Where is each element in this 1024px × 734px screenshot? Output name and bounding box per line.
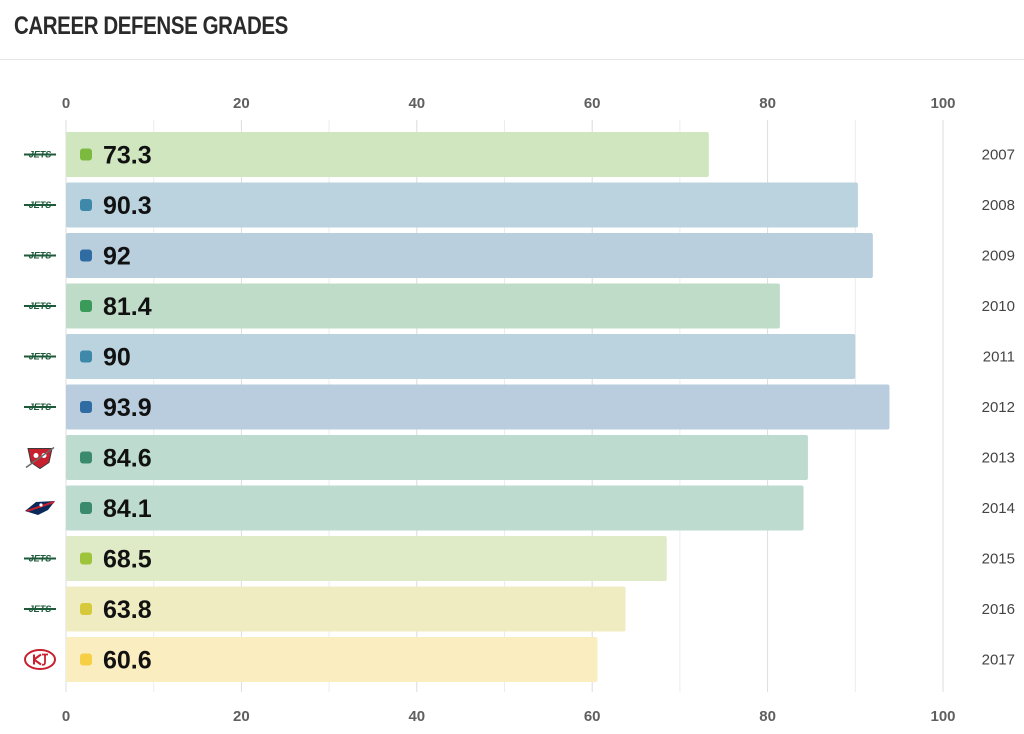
value-label-2013: 84.6 bbox=[103, 445, 152, 473]
bar-2010 bbox=[66, 283, 780, 329]
x-tick-top-0: 0 bbox=[62, 95, 70, 112]
x-tick-bottom-20: 20 bbox=[233, 708, 250, 725]
bottom-axis-ticks: 0 20 40 60 80 100 bbox=[62, 708, 956, 725]
jets-logo-icon: JETS bbox=[24, 301, 56, 311]
value-label-2014: 84.1 bbox=[103, 495, 152, 523]
jets-logo-icon: JETS bbox=[24, 200, 56, 210]
career-defense-grades-chart: 0 20 40 60 80 100 0 20 40 60 80 100 73.3 90.3 92 81.4… bbox=[24, 95, 1015, 725]
year-label-2012: 2012 bbox=[982, 399, 1015, 416]
year-label-2008: 2008 bbox=[982, 197, 1015, 214]
x-tick-bottom-40: 40 bbox=[408, 708, 425, 725]
page-title: CAREER DEFENSE GRADES bbox=[14, 12, 288, 40]
value-label-2008: 90.3 bbox=[103, 192, 152, 220]
year-label-2017: 2017 bbox=[982, 652, 1015, 669]
value-label-2015: 68.5 bbox=[103, 546, 152, 574]
bar-2014 bbox=[66, 485, 804, 531]
year-label-2010: 2010 bbox=[982, 298, 1015, 315]
x-tick-top-20: 20 bbox=[233, 95, 250, 112]
year-labels: 2007 2008 2009 2010 2011 2012 2013 2014 2015 2016… bbox=[982, 147, 1015, 669]
team-logos: JETS JETS JETS JETS JETS JETS JETS JETS bbox=[24, 150, 56, 670]
value-label-2010: 81.4 bbox=[103, 293, 152, 321]
bar-2008 bbox=[66, 182, 858, 228]
svg-text:JETS: JETS bbox=[29, 150, 52, 160]
bar-marker-2014 bbox=[80, 502, 92, 514]
jets-logo-icon: JETS bbox=[24, 251, 56, 261]
bar-marker-2008 bbox=[80, 199, 92, 211]
bar-2016 bbox=[66, 586, 626, 632]
value-label-2007: 73.3 bbox=[103, 142, 152, 170]
jets-logo-icon: JETS bbox=[24, 554, 56, 564]
year-label-2009: 2009 bbox=[982, 248, 1015, 265]
value-label-2016: 63.8 bbox=[103, 596, 152, 624]
value-label-2011: 90 bbox=[103, 344, 131, 372]
bar-2007 bbox=[66, 132, 709, 177]
svg-text:JETS: JETS bbox=[29, 352, 52, 362]
bar-2009 bbox=[66, 233, 873, 278]
bar-marker-2017 bbox=[80, 653, 92, 666]
jets-logo-icon: JETS bbox=[24, 150, 56, 160]
x-tick-top-40: 40 bbox=[408, 95, 425, 112]
value-label-2009: 92 bbox=[103, 243, 131, 271]
bar-marker-2010 bbox=[80, 300, 92, 312]
bar-marker-2013 bbox=[80, 451, 92, 464]
bar-marker-2015 bbox=[80, 552, 92, 565]
top-axis-ticks: 0 20 40 60 80 100 bbox=[62, 95, 956, 112]
year-label-2016: 2016 bbox=[982, 601, 1015, 618]
year-label-2007: 2007 bbox=[982, 147, 1015, 164]
x-tick-bottom-0: 0 bbox=[62, 708, 70, 725]
x-tick-bottom-100: 100 bbox=[930, 708, 955, 725]
bar-2017 bbox=[66, 637, 598, 682]
value-label-2012: 93.9 bbox=[103, 394, 152, 422]
bar-marker-2012 bbox=[80, 401, 92, 413]
value-label-2017: 60.6 bbox=[103, 647, 152, 675]
svg-text:JETS: JETS bbox=[29, 251, 52, 261]
x-tick-top-80: 80 bbox=[759, 95, 776, 112]
bar-2012 bbox=[66, 384, 890, 430]
jets-logo-icon: JETS bbox=[24, 604, 56, 614]
jets-logo-icon: JETS bbox=[24, 352, 56, 362]
jets-logo-icon: JETS bbox=[24, 402, 56, 412]
svg-text:JETS: JETS bbox=[29, 402, 52, 412]
svg-text:JETS: JETS bbox=[29, 554, 52, 564]
svg-text:JETS: JETS bbox=[29, 200, 52, 210]
svg-text:JETS: JETS bbox=[29, 604, 52, 614]
bar-marker-2011 bbox=[80, 350, 92, 363]
bar-2013 bbox=[66, 435, 808, 480]
title-divider bbox=[0, 59, 1024, 60]
x-tick-top-100: 100 bbox=[930, 95, 955, 112]
bar-marker-2009 bbox=[80, 249, 92, 262]
buccaneers-logo-icon bbox=[25, 446, 55, 470]
bar-2015 bbox=[66, 536, 667, 581]
year-label-2013: 2013 bbox=[982, 450, 1015, 467]
x-tick-top-60: 60 bbox=[584, 95, 601, 112]
x-tick-bottom-80: 80 bbox=[759, 708, 776, 725]
year-label-2011: 2011 bbox=[983, 349, 1015, 366]
year-label-2015: 2015 bbox=[982, 551, 1015, 568]
bar-2011 bbox=[66, 334, 856, 379]
bar-marker-2016 bbox=[80, 603, 92, 615]
bar-marker-2007 bbox=[80, 148, 92, 161]
year-label-2014: 2014 bbox=[982, 500, 1015, 517]
x-tick-bottom-60: 60 bbox=[584, 708, 601, 725]
bars: 73.3 90.3 92 81.4 90 93.9 84.6 84.1 68.5 63.8 60.6 bbox=[66, 132, 890, 682]
patriots-logo-icon bbox=[25, 501, 55, 515]
chiefs-logo-icon bbox=[24, 649, 56, 670]
svg-text:JETS: JETS bbox=[29, 301, 52, 311]
